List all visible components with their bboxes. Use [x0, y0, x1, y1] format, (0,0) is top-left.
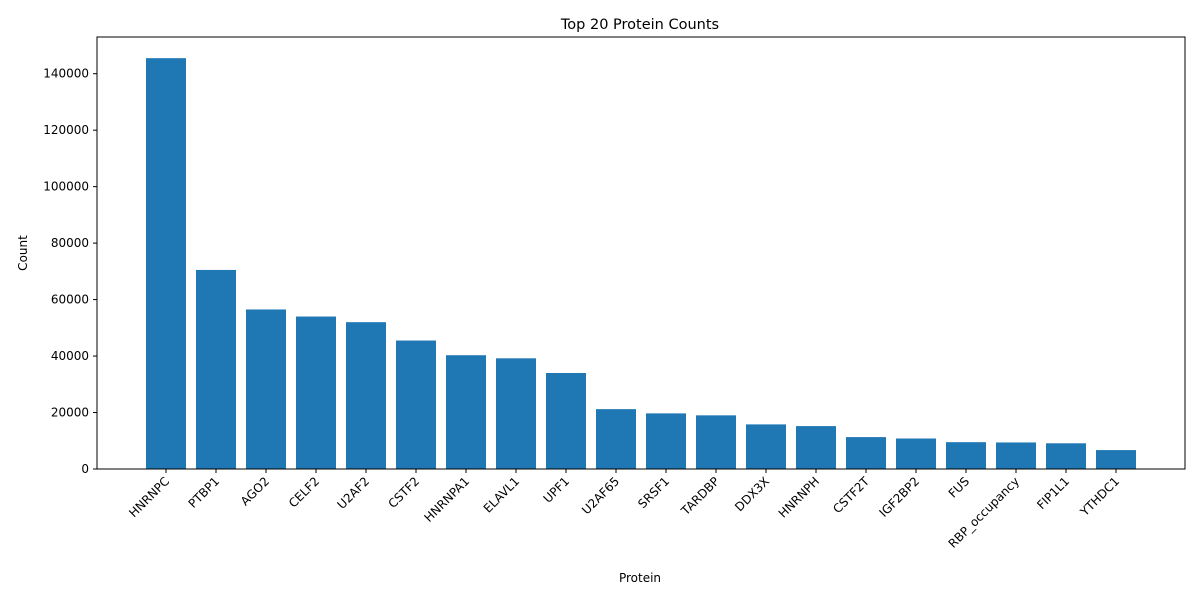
bar-hnrnph	[796, 426, 836, 469]
x-tick-label: TARDBP	[678, 474, 722, 518]
x-tick-label: FUS	[946, 474, 972, 500]
bars-group	[146, 58, 1136, 469]
bar-u2af2	[346, 322, 386, 469]
bar-celf2	[296, 316, 336, 469]
x-tick-label: UPF1	[541, 474, 573, 506]
y-tick-label: 120000	[43, 123, 89, 137]
bar-ddx3x	[746, 424, 786, 469]
y-tick-label: 140000	[43, 67, 89, 81]
bar-ago2	[246, 309, 286, 469]
bar-ythdc1	[1096, 450, 1136, 469]
x-tick-label: SRSF1	[635, 474, 672, 511]
bar-srsf1	[646, 413, 686, 469]
x-tick-label: U2AF65	[579, 474, 622, 517]
x-tick-label: DDX3X	[732, 474, 772, 514]
bar-fus	[946, 442, 986, 469]
x-tick-label: HNRNPC	[126, 474, 172, 520]
x-axis: HNRNPC PTBP1 AGO2 CELF2 U2AF2 CSTF2 HNRNPA1 ELA…	[126, 469, 1122, 551]
x-axis-label: Protein	[619, 571, 661, 585]
chart-title: Top 20 Protein Counts	[560, 17, 719, 33]
x-tick-label: ELAVL1	[481, 474, 522, 515]
y-tick-label: 80000	[51, 236, 89, 250]
x-tick-label: AGO2	[238, 474, 272, 508]
y-axis-label: Count	[16, 235, 30, 271]
bar-cstf2	[396, 340, 436, 469]
x-tick-label: CELF2	[286, 474, 322, 510]
x-tick-label: CSTF2T	[830, 474, 872, 516]
y-tick-label: 60000	[51, 293, 89, 307]
plot-frame	[96, 36, 1186, 470]
x-tick-label: HNRNPA1	[421, 474, 472, 525]
y-tick-label: 100000	[43, 180, 89, 194]
x-tick-label: PTBP1	[186, 474, 223, 511]
bar-u2af65	[596, 409, 636, 469]
x-tick-label: U2AF2	[335, 474, 373, 512]
y-axis: 0 20000 40000 60000 80000 100000 120000 140000	[43, 67, 97, 476]
bar-fip1l1	[1046, 443, 1086, 469]
x-tick-label: HNRNPH	[776, 474, 822, 520]
bar-cstf2t	[846, 437, 886, 469]
x-tick-label: YTHDC1	[1077, 474, 1122, 519]
bar-rbp-occupancy	[996, 442, 1036, 469]
y-tick-label: 0	[81, 462, 89, 476]
y-tick-label: 40000	[51, 349, 89, 363]
x-tick-label: IGF2BP2	[877, 474, 923, 520]
bar-hnrnpa1	[446, 355, 486, 469]
bar-tardbp	[696, 415, 736, 469]
bar-elavl1	[496, 358, 536, 469]
bar-upf1	[546, 373, 586, 469]
bar-ptbp1	[196, 269, 236, 469]
x-tick-label: FIP1L1	[1034, 474, 1072, 512]
bar-igf2bp2	[896, 438, 936, 469]
y-tick-label: 20000	[51, 406, 89, 420]
bar-hnrnpc	[146, 58, 186, 469]
x-tick-label: CSTF2	[385, 474, 422, 511]
